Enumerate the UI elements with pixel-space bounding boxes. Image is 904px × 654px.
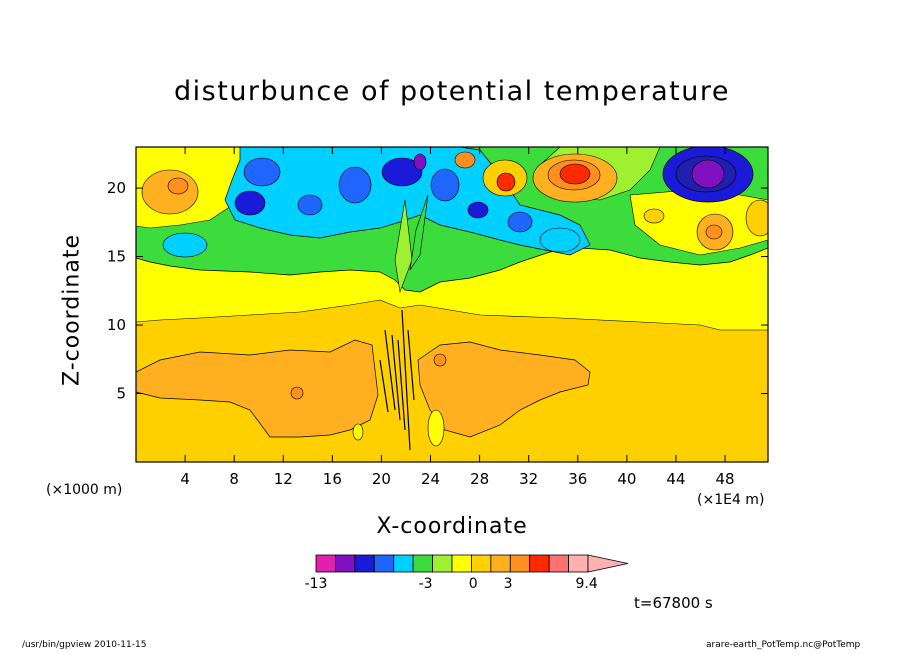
- x-tick-label: 4: [180, 470, 190, 488]
- cold-cell: [381, 157, 423, 187]
- x-tick-label: 36: [568, 470, 587, 488]
- colorbar-segment: [490, 554, 511, 573]
- cold-cell: [234, 190, 266, 216]
- x-tick-label: 12: [274, 470, 293, 488]
- colorbar-segment: [354, 554, 375, 573]
- cyan-patch: [162, 232, 208, 258]
- cyan-patch: [539, 227, 581, 253]
- cold-cell: [507, 211, 533, 233]
- y-tick-label: 10: [107, 316, 126, 334]
- colorbar-tick-label: 0: [469, 576, 478, 592]
- cold-cell-right-core: [691, 159, 725, 189]
- y-tick-label: 15: [107, 248, 126, 266]
- x-tick-label: 8: [229, 470, 239, 488]
- colorbar-segment: [412, 554, 433, 573]
- central-plume: [394, 199, 413, 294]
- warm-upper-cell-core: [496, 172, 516, 192]
- central-plume: [409, 194, 429, 271]
- upper-yellow-patch: [745, 199, 768, 237]
- time-label: t=67800 s: [634, 594, 713, 612]
- warm-spot: [290, 386, 304, 400]
- colorbar-segment: [315, 554, 336, 573]
- y-tick-label: 20: [107, 179, 126, 197]
- cold-cell: [467, 201, 489, 219]
- cold-cell-core: [413, 153, 427, 171]
- x-tick-label: 44: [666, 470, 685, 488]
- colorbar-segment: [568, 554, 589, 573]
- cold-cell: [297, 194, 323, 216]
- x-axis-label: X-coordinate: [376, 514, 528, 539]
- footer-right: arare-earth_PotTemp.nc@PotTemp: [706, 640, 861, 650]
- colorbar-segment: [471, 554, 492, 573]
- cool-spot: [352, 423, 364, 441]
- x-tick-label: 48: [716, 470, 735, 488]
- cool-spot: [427, 409, 445, 447]
- colorbar-tick-label: 9.4: [576, 576, 598, 592]
- cold-cell: [430, 168, 460, 202]
- colorbar-segment: [548, 554, 569, 573]
- y-tick-label: 5: [116, 385, 126, 403]
- warm-upper-cell-core: [559, 163, 591, 185]
- warm-spot: [433, 353, 447, 367]
- y-axis-label: Z-coordinate: [59, 234, 85, 386]
- colorbar-extend-arrow: [587, 554, 629, 573]
- cold-cell: [243, 157, 281, 187]
- colorbar-segment: [432, 554, 453, 573]
- cold-cell: [338, 166, 372, 204]
- upper-yellow-patch: [643, 208, 665, 224]
- footer-left: /usr/bin/gpview 2010-11-15: [22, 640, 147, 650]
- x-tick-label: 32: [519, 470, 538, 488]
- colorbar-segment: [529, 554, 550, 573]
- x-tick-label: 16: [323, 470, 342, 488]
- colorbar-segment: [335, 554, 356, 573]
- chart-title: disturbunce of potential temperature: [174, 76, 730, 107]
- upper-orange-left: [141, 169, 199, 215]
- x-unit-right: (×1E4 m): [697, 492, 765, 508]
- x-tick-label: 40: [617, 470, 636, 488]
- colorbar-segment: [451, 554, 472, 573]
- x-axis-ticks: 4 8 12 16 20 24 28 32 36 40 44 48: [180, 147, 735, 488]
- x-tick-label: 24: [421, 470, 440, 488]
- central-streaks: [379, 309, 415, 451]
- colorbar-segment: [509, 554, 531, 573]
- colorbar-tick-label: 3: [504, 576, 513, 592]
- plot-frame: [135, 146, 769, 463]
- upper-orange-right-core: [705, 224, 723, 240]
- x-tick-label: 20: [372, 470, 391, 488]
- warm-upper-cell: [454, 151, 476, 169]
- colorbar-tick-label: -13: [305, 576, 328, 592]
- colorbar: -13 -3 0 3 9.4: [305, 554, 629, 592]
- upper-orange-left-core: [167, 177, 189, 195]
- y-axis-ticks: 5 10 15 20: [107, 179, 768, 403]
- x-tick-label: 28: [470, 470, 489, 488]
- colorbar-segment: [373, 554, 395, 573]
- x-unit-left: (×1000 m): [46, 482, 123, 498]
- contour-field: [136, 147, 768, 462]
- colorbar-segment: [393, 554, 414, 573]
- colorbar-tick-label: -3: [419, 576, 433, 592]
